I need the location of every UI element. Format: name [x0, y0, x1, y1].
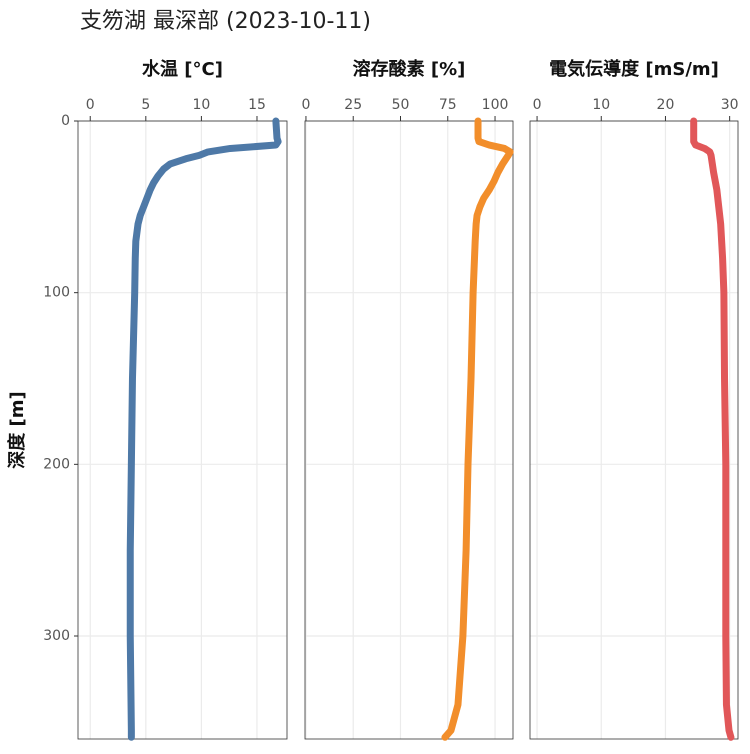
panel-title: 溶存酸素 [%] [353, 58, 466, 80]
panel-title: 電気伝導度 [mS/m] [549, 58, 719, 80]
profile-line [690, 117, 735, 741]
panel-border [77, 120, 288, 740]
panel-border [529, 120, 739, 740]
profile-line [441, 117, 514, 741]
profile-line [126, 117, 282, 741]
y-tick-label: 300 [43, 628, 70, 644]
x-tick-label: 5 [141, 97, 150, 113]
chart-title: 支笏湖 最深部 (2023-10-11) [80, 9, 371, 34]
x-tick-label: 25 [344, 97, 362, 113]
x-tick-label: 50 [392, 97, 410, 113]
x-tick-label: 15 [248, 97, 266, 113]
x-tick-label: 75 [439, 97, 457, 113]
x-tick-label: 100 [482, 97, 509, 113]
x-tick-label: 0 [86, 97, 95, 113]
panel-title: 水温 [°C] [142, 58, 223, 80]
x-tick-label: 10 [192, 97, 210, 113]
panel-border [304, 120, 514, 740]
y-tick-label: 100 [43, 285, 70, 301]
y-tick-label: 200 [43, 456, 70, 472]
x-tick-label: 20 [657, 97, 675, 113]
x-tick-label: 30 [721, 97, 739, 113]
y-axis-label: 深度 [m] [6, 391, 28, 468]
x-tick-label: 10 [592, 97, 610, 113]
y-tick-label: 0 [61, 113, 70, 129]
x-tick-label: 0 [301, 97, 310, 113]
x-tick-label: 0 [533, 97, 542, 113]
